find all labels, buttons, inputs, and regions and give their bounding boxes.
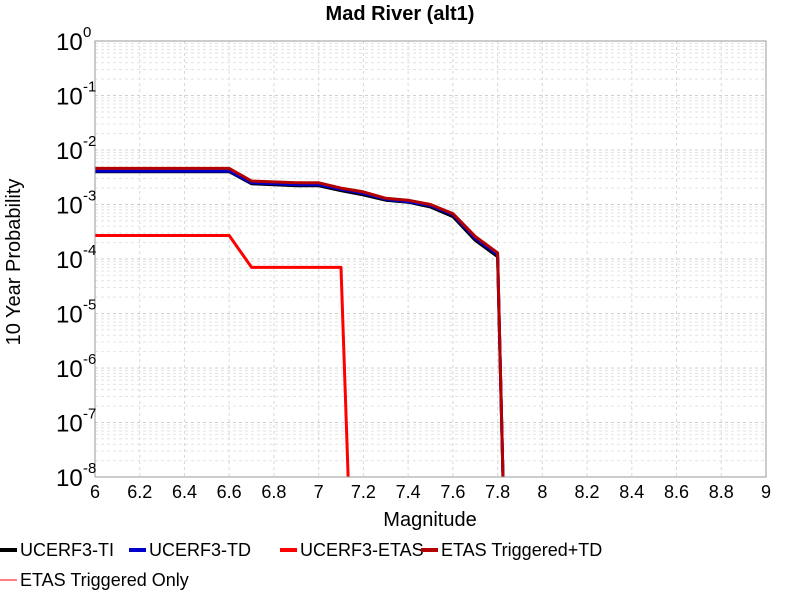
y-tick-label: 10	[56, 84, 83, 111]
x-axis-label: Magnitude	[383, 509, 476, 531]
legend-item: ETAS Triggered Only	[0, 566, 189, 594]
legend-item: UCERF3-TD	[129, 536, 251, 564]
y-tick-label: 10	[56, 411, 83, 438]
y-tick-exponent: -5	[83, 297, 96, 314]
series-line-etas-triggered-td	[95, 166, 505, 477]
x-tick-label: 7.6	[440, 482, 465, 502]
series-line-ucerf3-etas	[95, 234, 350, 477]
x-tick-label: 6.6	[217, 482, 242, 502]
legend-label: ETAS Triggered Only	[20, 569, 189, 590]
y-tick-exponent: -6	[83, 351, 96, 368]
x-tick-label: 8	[537, 482, 547, 502]
y-tick-exponent: -7	[83, 406, 96, 423]
x-tick-label: 8.8	[709, 482, 734, 502]
x-tick-label: 9	[761, 482, 771, 502]
legend: UCERF3-TI UCERF3-TD UCERF3-ETAS ETAS Trigge…	[0, 536, 800, 600]
x-tick-label: 7	[314, 482, 324, 502]
legend-label: UCERF3-TI	[20, 539, 114, 560]
y-tick-label: 10	[56, 29, 83, 56]
legend-swatch	[421, 548, 438, 552]
legend-label: ETAS Triggered+TD	[441, 539, 603, 560]
legend-item: UCERF3-TI	[0, 536, 114, 564]
y-tick-label: 10	[56, 465, 83, 492]
series-group	[95, 166, 505, 477]
x-tick-label: 8.6	[664, 482, 689, 502]
x-tick-label: 6.2	[127, 482, 152, 502]
legend-swatch	[280, 548, 297, 552]
legend-item: ETAS Triggered+TD	[421, 536, 602, 564]
legend-item: UCERF3-ETAS	[280, 536, 424, 564]
y-tick-exponent: -8	[83, 460, 96, 477]
x-tick-label: 7.2	[351, 482, 376, 502]
y-tick-exponent: -1	[83, 79, 96, 96]
y-tick-exponent: -4	[83, 242, 96, 259]
x-tick-label: 8.4	[619, 482, 644, 502]
y-tick-label: 10	[56, 193, 83, 220]
y-tick-label: 10	[56, 302, 83, 329]
y-axis-label: 10 Year Probability	[3, 179, 25, 346]
y-tick-exponent: 0	[83, 24, 91, 41]
x-tick-label: 7.4	[396, 482, 421, 502]
x-tick-label: 6	[90, 482, 100, 502]
x-tick-label: 8.2	[575, 482, 600, 502]
legend-swatch	[0, 579, 17, 581]
legend-swatch	[0, 548, 17, 552]
y-tick-label: 10	[56, 356, 83, 383]
y-tick-exponent: -3	[83, 188, 96, 205]
x-tick-label: 7.8	[485, 482, 510, 502]
chart-title: Mad River (alt1)	[326, 3, 475, 25]
grid	[94, 41, 767, 478]
legend-label: UCERF3-TD	[149, 539, 251, 560]
y-tick-label: 10	[56, 247, 83, 274]
x-tick-labels: 6 6.2 6.4 6.6 6.8 7 7.2 7.4 7.6 7.8 8 8.2 8.4 8.6 8.8 9	[90, 482, 771, 502]
plot-frame	[94, 40, 767, 478]
legend-label: UCERF3-ETAS	[300, 539, 424, 560]
x-tick-label: 6.4	[172, 482, 197, 502]
y-tick-exponent: -2	[83, 133, 96, 150]
legend-swatch	[129, 548, 146, 552]
y-tick-label: 10	[56, 138, 83, 165]
x-tick-label: 6.8	[261, 482, 286, 502]
